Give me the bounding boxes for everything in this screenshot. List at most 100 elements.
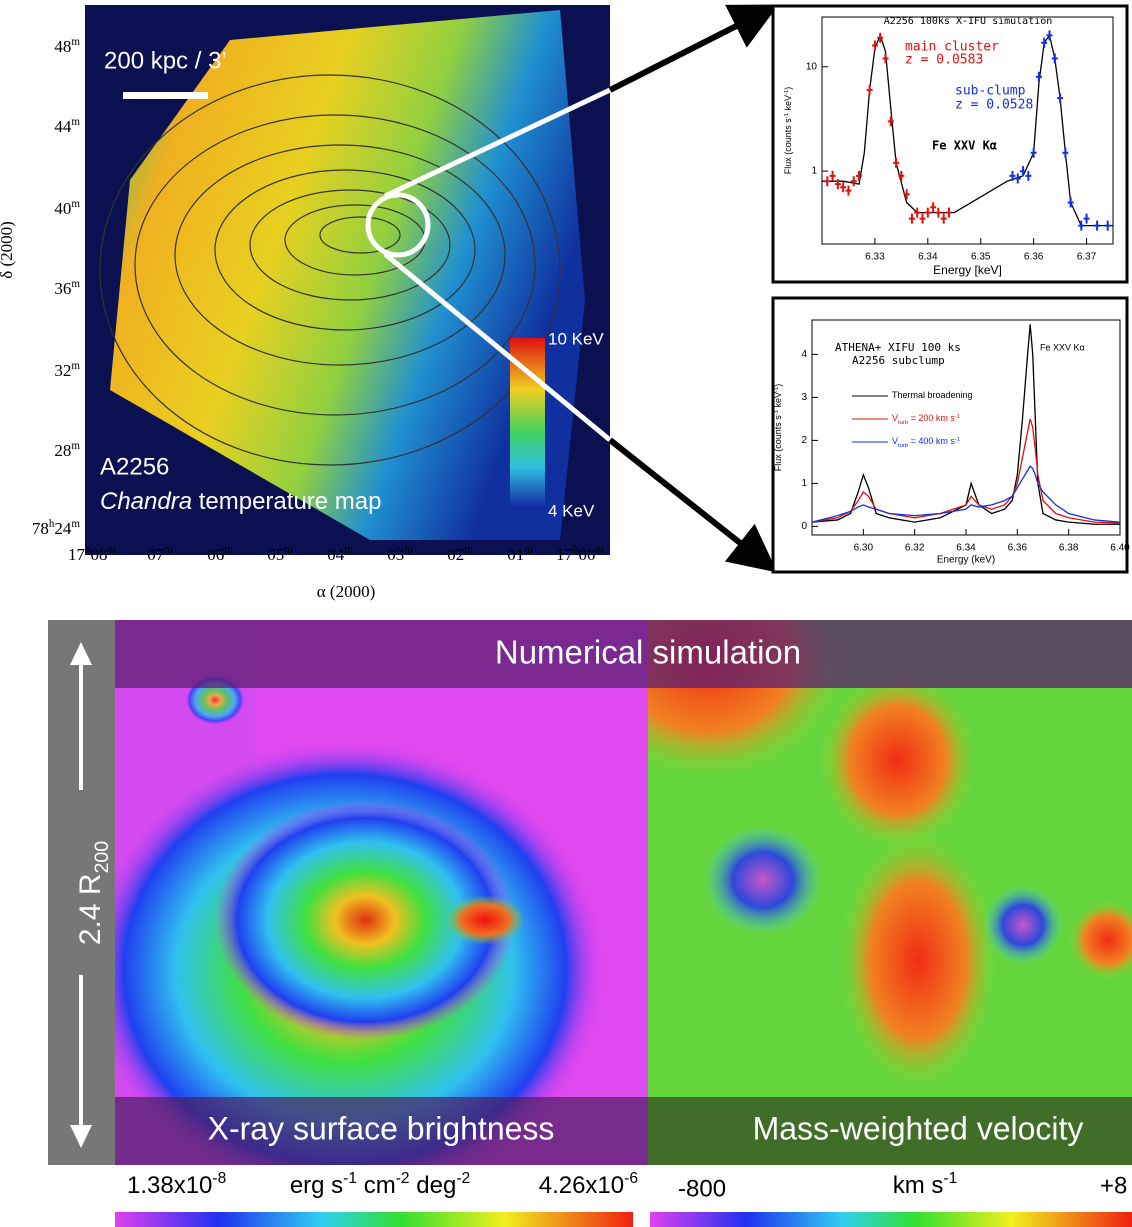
data-point [834,179,841,190]
x-tick-label: 17h00m [556,544,605,564]
y-tick-label: 1 [811,166,817,177]
data-point [1057,93,1064,104]
xray-map [115,620,648,1165]
text-part: m [71,440,80,452]
y-tick-label: 4 [801,349,807,360]
text-part: 06 [207,545,224,564]
series-label: sub-clump [955,84,1026,99]
data-point [1083,213,1090,224]
text-part: V [892,413,898,423]
y-axis-label: Flux (counts s-1 keV-1) [783,87,793,174]
text-part: m [164,544,173,556]
text-part: V [892,436,898,446]
colorbar-unit: erg s-1 cm-2 deg-2 [290,1170,470,1200]
text-part: Thermal broadening [892,390,973,400]
colorbar-label: 4 KeV [548,501,595,520]
data-point [856,170,863,181]
annotation: Fe XXV Kα [932,139,997,153]
x-tick-label: 6.37 [1077,252,1097,263]
text-part: m [71,518,80,530]
spectrum-panel [771,4,1129,284]
text-part: 1.38x10 [127,1172,212,1199]
series-label: main cluster [905,40,999,55]
x-tick-label: 6.36 [1024,252,1044,263]
text-part: -1 [943,1170,957,1187]
text-part: 28 [54,441,71,460]
arrow [608,437,778,573]
text-part: m [464,544,473,556]
text-part: = 200 km s [908,413,955,423]
x-tick-label: 6.36 [1008,543,1028,554]
scale-bar [123,92,208,99]
y-tick-label: 32m [54,360,80,380]
text-part: h [85,544,91,556]
data-point [919,213,926,224]
data-point [1104,220,1111,231]
x-tick-label: 05m [267,544,293,564]
x-tick-label: 6.38 [1059,543,1079,554]
x-tick-label: 06m [207,544,233,564]
contours [99,74,561,466]
text-part: 24 [54,519,72,538]
text-part: turb [898,443,908,449]
map-label: Mass-weighted velocity [753,1110,1084,1146]
data-point [1051,53,1058,64]
data-point [1046,30,1053,41]
annotation: z = 0.0583 [905,53,983,68]
data-point [845,185,852,196]
text-part: 2.4 R [74,873,107,945]
colorbar-max: +8 [1100,1172,1127,1199]
text-part: 48 [54,37,71,56]
spectrum-line [811,324,1120,525]
data-point [1067,197,1074,208]
data-point [866,84,873,95]
xray-colorbar [115,1212,633,1227]
x-tick-label: 6.34 [918,252,938,263]
text-part: 01 [507,545,524,564]
text-part: h [573,544,579,556]
text-part: -1 [774,387,780,392]
text-part: 17 [68,545,86,564]
annotation: z = 0.0528 [955,98,1033,113]
text-part: 40 [54,199,71,218]
title-band [115,620,1132,688]
velocity-colorbar [650,1212,1132,1227]
y-tick-label: 1 [801,478,807,489]
scale-label: 200 kpc / 3’ [104,47,227,74]
x-tick-label: 6.40 [1110,543,1130,554]
y-axis-label: δ (2000) [0,221,16,279]
x-tick-label: 17h08m [68,544,117,564]
text-part: 08 [90,545,107,564]
text-part: -8 [212,1170,226,1187]
data-point [1094,220,1101,231]
x-axis-label: Energy (keV) [937,555,995,566]
text-part: ) [783,87,793,90]
text-part: m [224,544,233,556]
data-point [850,176,857,187]
data-point [1020,166,1027,177]
text-part: 44 [54,117,72,136]
text-part: 00 [578,545,595,564]
map-caption: Chandra temperature map [100,488,381,515]
text-part: -6 [624,1170,638,1187]
x-tick-label: 02m [447,544,473,564]
text-part: m [524,544,533,556]
scale-label: 2.4 R200 [74,841,113,945]
text-part: -1 [784,90,790,95]
text-part: -2 [456,1170,470,1187]
annotation: Fe XXV Kα [1040,342,1085,352]
text-part: keV [773,392,783,410]
text-part: temperature map [192,488,381,515]
text-part: erg s [290,1172,343,1199]
text-part: 32 [54,361,71,380]
text-part: 4.26x10 [539,1172,624,1199]
spectrum-panel [771,296,1129,574]
y-tick-label: 2 [801,435,807,446]
y-tick-label: 36m [54,278,80,298]
spectrum-line [811,465,1121,523]
x-tick-label: 07m [147,544,173,564]
data-point [1041,37,1048,48]
text-part: m [71,360,80,372]
y-tick-label: 40m [54,198,80,218]
